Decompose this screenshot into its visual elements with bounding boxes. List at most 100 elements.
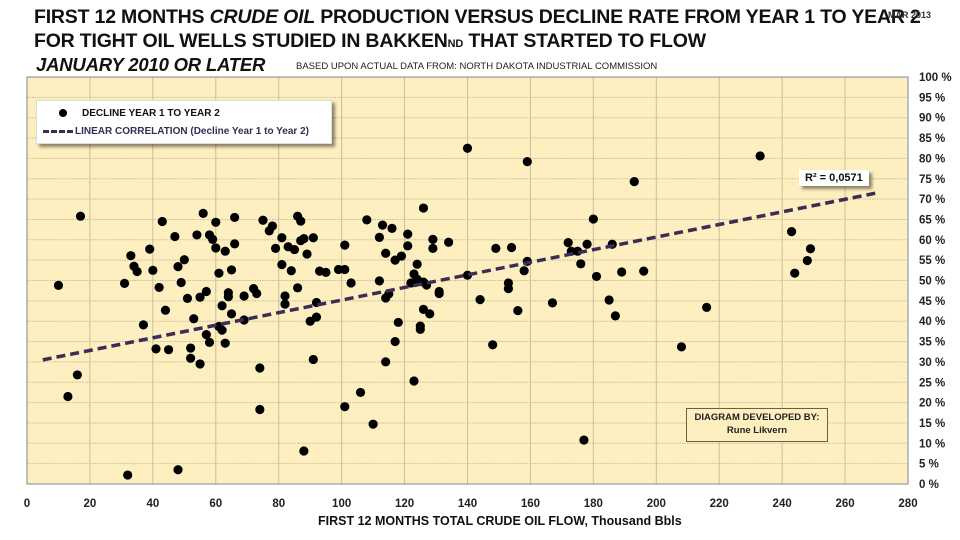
legend-item-trendline: LINEAR CORRELATION (Decline Year 1 to Ye… [43,122,309,140]
y-tick-label: 10 % [919,438,945,450]
data-point [132,266,142,277]
data-point [786,227,797,237]
data-point [503,278,514,288]
plot-border [26,76,909,485]
data-point [377,220,388,230]
data-point [488,340,498,350]
x-tick-label: 60 [209,498,222,510]
data-point [434,288,444,299]
data-point [204,337,215,347]
data-point [226,309,237,319]
x-tick-label: 100 [332,498,351,510]
data-point [412,259,422,269]
title-text: PRODUCTION VERSUS DECLINE RATE FROM YEAR… [315,6,921,28]
x-tick-label: 20 [84,498,97,510]
trendline [42,191,877,362]
y-tick-label: 95 % [919,92,945,104]
data-point [805,244,816,254]
data-point [208,234,218,244]
data-point [390,336,400,347]
data-point [286,266,296,276]
data-point [340,402,350,412]
data-point [381,357,391,367]
data-point [270,243,281,253]
data-point [591,271,602,282]
data-point [176,277,186,288]
data-point [362,215,372,225]
data-point [63,391,73,402]
x-tick-labels: 0 20 40 60 80 100 120 140 160 180 200 220 240 260 280 [24,498,918,510]
data-point [522,157,532,167]
data-point [475,295,485,305]
x-tick-label: 180 [584,498,603,510]
data-point [311,312,322,322]
data-point [226,265,237,275]
data-point [173,262,183,272]
data-point [292,283,303,293]
data-point [179,255,189,265]
data-point [289,244,300,255]
data-point [255,363,265,373]
y-tick-label: 35 % [919,337,945,349]
credit-heading: DIAGRAM DEVELOPED BY: [694,412,820,423]
x-tick-label: 0 [24,498,30,510]
data-point [302,249,312,259]
data-point [617,267,627,277]
data-point [299,446,309,456]
y-tick-label: 45 % [919,296,945,308]
credit-box: DIAGRAM DEVELOPED BY: Rune Likvern [686,408,828,442]
data-point [198,208,208,218]
x-tick-label: 280 [898,498,917,510]
data-point [368,419,378,429]
data-point [252,288,262,299]
data-point [195,292,205,302]
chart-title-line-2: FOR TIGHT OIL WELLS STUDIED IN BAKKENND … [34,30,706,53]
title-text: FIRST 12 MONTHS [34,6,210,28]
data-point [75,211,86,221]
title-subscript: ND [447,38,464,50]
x-tick-label: 160 [521,498,540,510]
chart-title-line-3: JANUARY 2010 OR LATER [36,54,266,75]
x-tick-label: 240 [773,498,792,510]
data-point [258,215,268,225]
data-point [428,234,438,244]
data-point [173,465,183,475]
data-point [387,223,397,234]
x-tick-label: 40 [146,498,159,510]
y-tick-label: 40 % [919,316,945,328]
legend-trend-label: LINEAR CORRELATION (Decline Year 1 to Ye… [75,125,309,137]
data-point [393,317,403,328]
data-point [296,216,306,226]
data-point [280,291,290,301]
data-point [308,354,318,365]
y-tick-label: 50 % [919,276,945,288]
x-tick-label: 220 [710,498,729,510]
y-tick-label: 90 % [919,113,945,125]
y-tick-label: 5 % [919,459,939,471]
data-point [201,286,211,297]
data-point [579,435,589,445]
y-tick-label: 65 % [919,214,945,226]
data-point [145,244,155,254]
data-point [491,243,501,253]
data-point [151,344,161,354]
data-point [277,260,287,270]
data-point [462,143,473,153]
data-point [308,233,318,243]
data-point [346,278,356,288]
dashed-line-icon [43,129,73,133]
data-point [563,238,573,248]
y-tick-label: 70 % [919,194,945,206]
data-point [119,278,130,288]
data-point [160,305,171,315]
data-point [220,338,230,348]
data-point [790,268,800,278]
y-tick-label: 55 % [919,255,945,267]
data-point [755,151,765,161]
x-tick-label: 120 [395,498,414,510]
data-point [582,239,592,249]
data-point [186,343,196,353]
y-tick-label: 100 % [919,72,952,84]
data-point [157,216,167,227]
